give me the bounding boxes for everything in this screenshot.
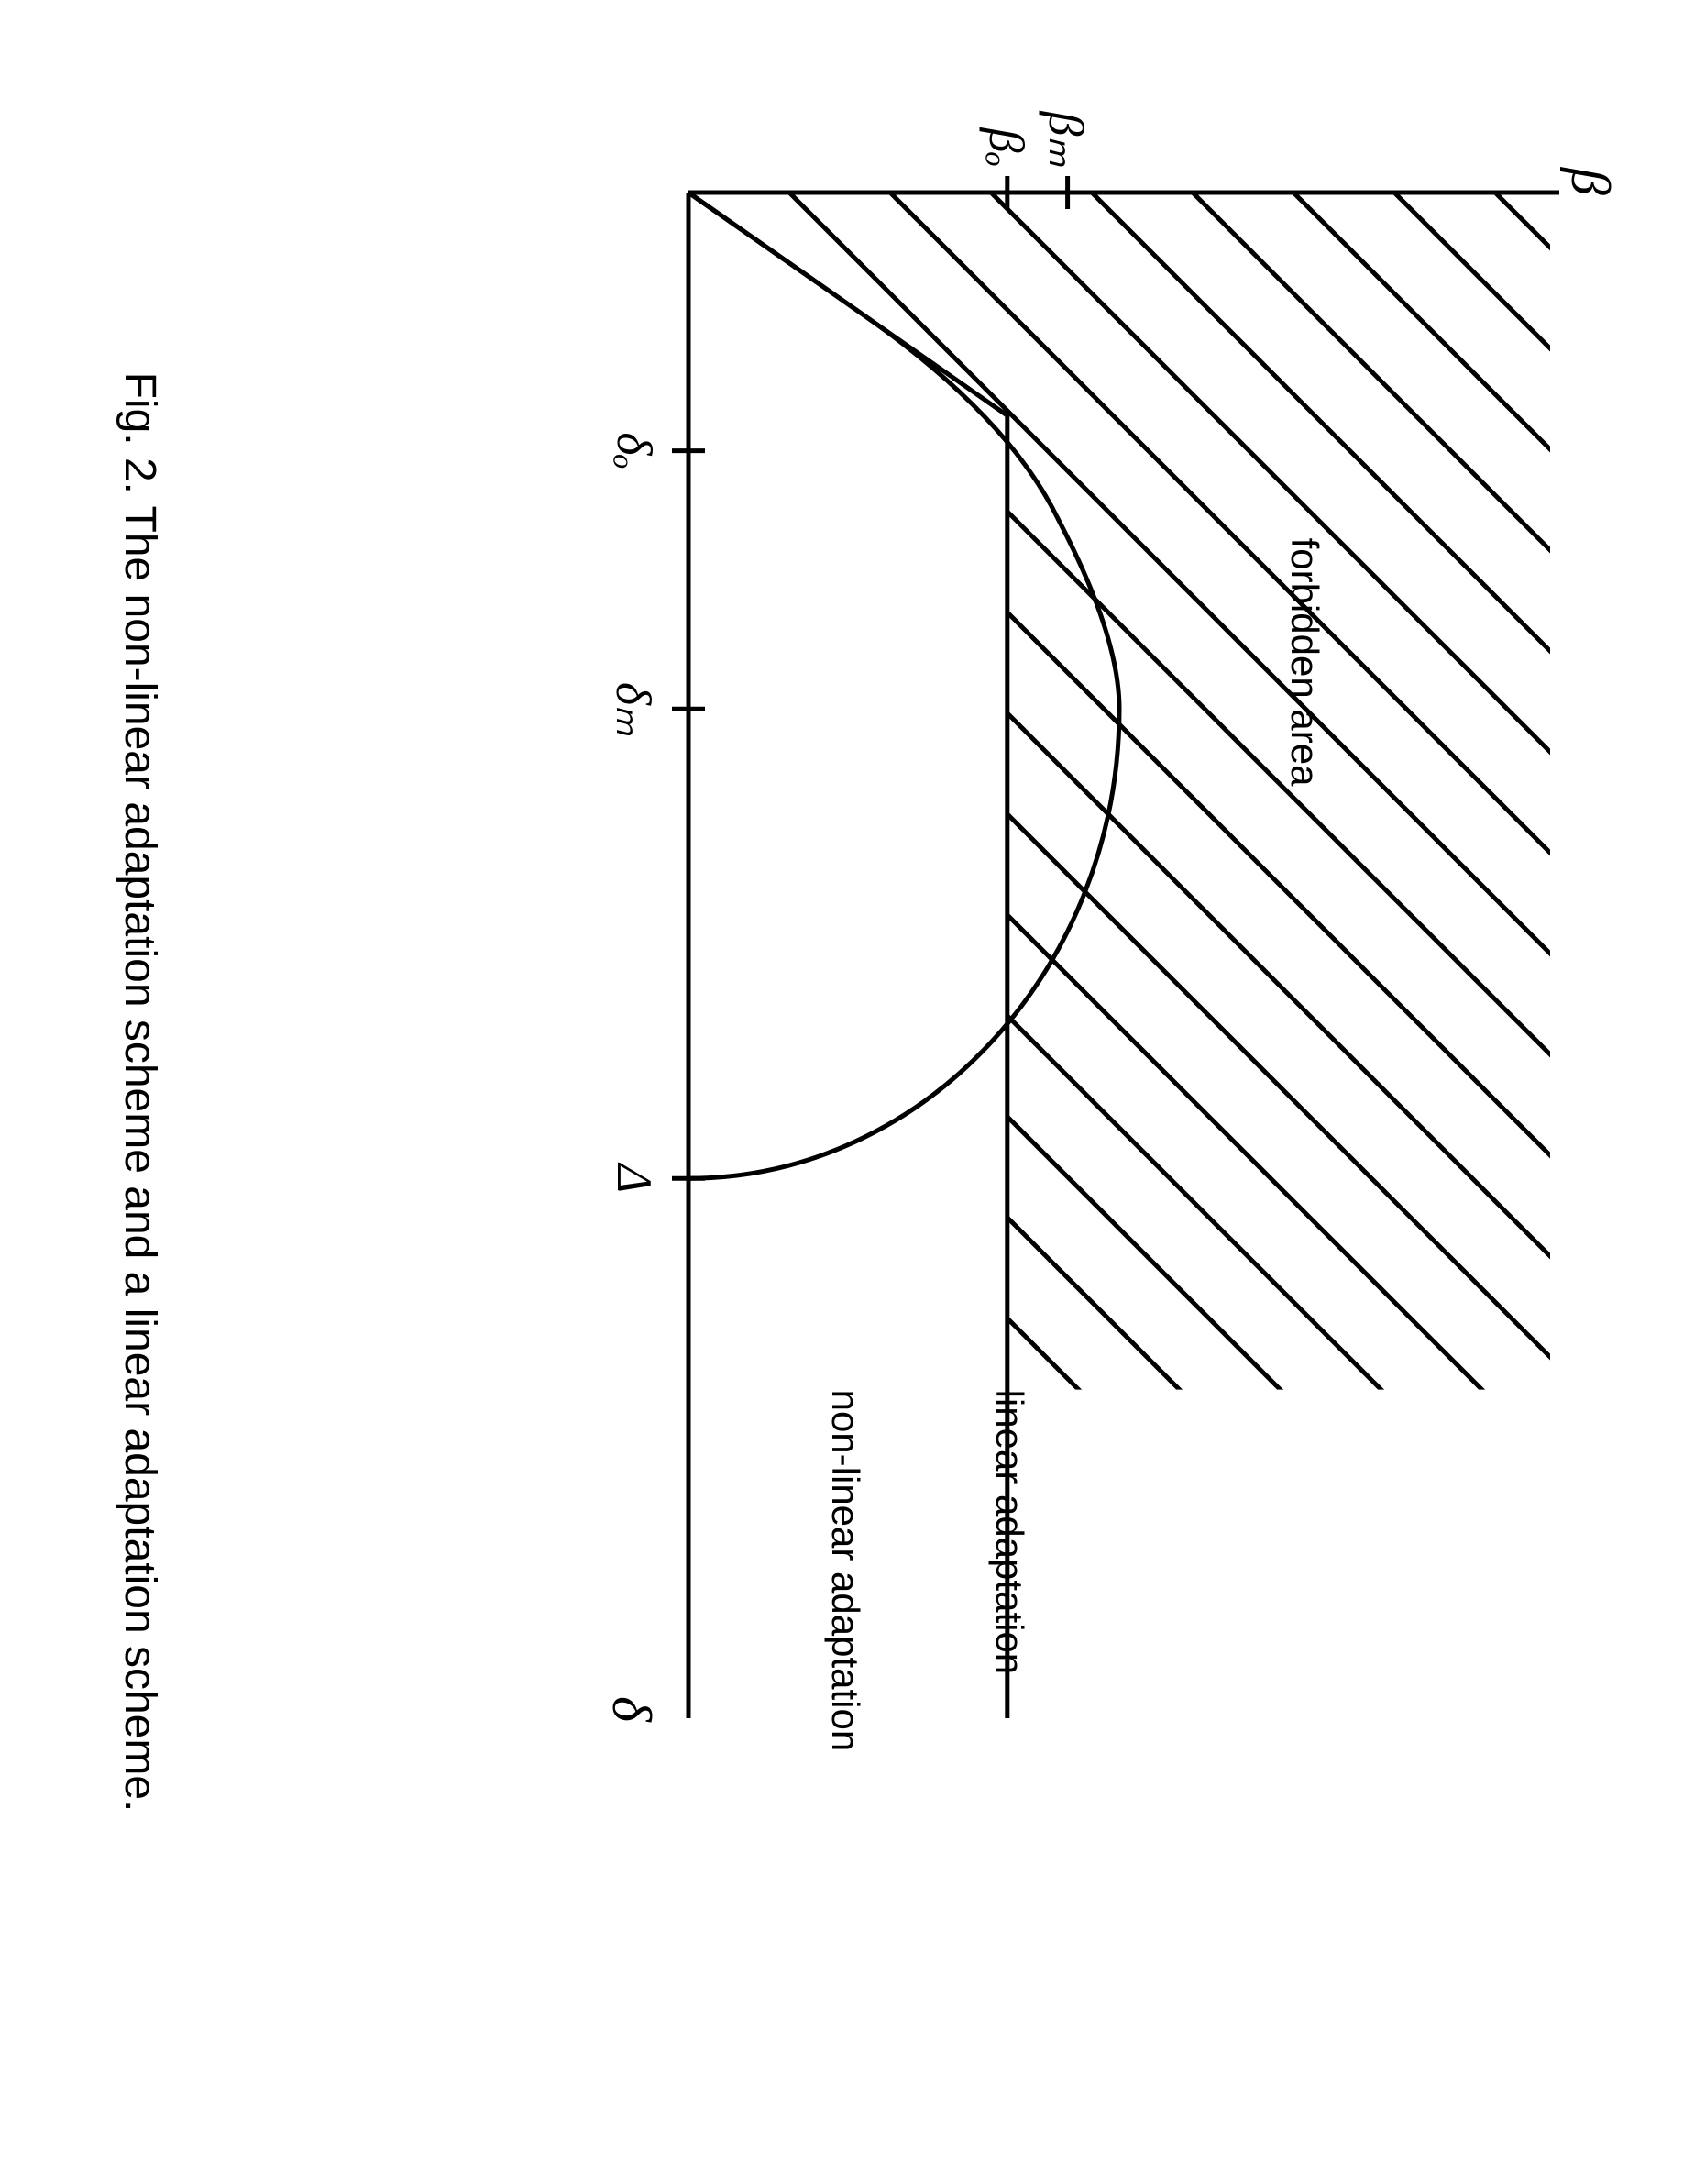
y-axis-label: β <box>1558 168 1622 195</box>
non-linear-adaptation-label: non-linear adaptation <box>823 1390 867 1752</box>
linear-adaptation-label: linear adaptation <box>987 1390 1031 1675</box>
x-tick-label-0: δₒ <box>606 432 663 469</box>
y-tick-label-0: βₒ <box>978 128 1035 167</box>
x-tick-label-1: δₘ <box>605 682 663 736</box>
forbidden-area-label: forbidden area <box>1282 538 1326 787</box>
y-tick-label-1: βₘ <box>1038 111 1095 167</box>
x-axis-label: δ <box>600 1696 663 1722</box>
figure-caption: Fig. 2. The non-linear adaptation scheme… <box>115 372 165 1813</box>
figure-root: β δ δₒ δₘ Δβₒβₘ forbidden area linear adaptati… <box>0 0 1706 2184</box>
chart-svg <box>0 0 1706 2184</box>
x-tick-label-2: Δ <box>606 1164 663 1193</box>
